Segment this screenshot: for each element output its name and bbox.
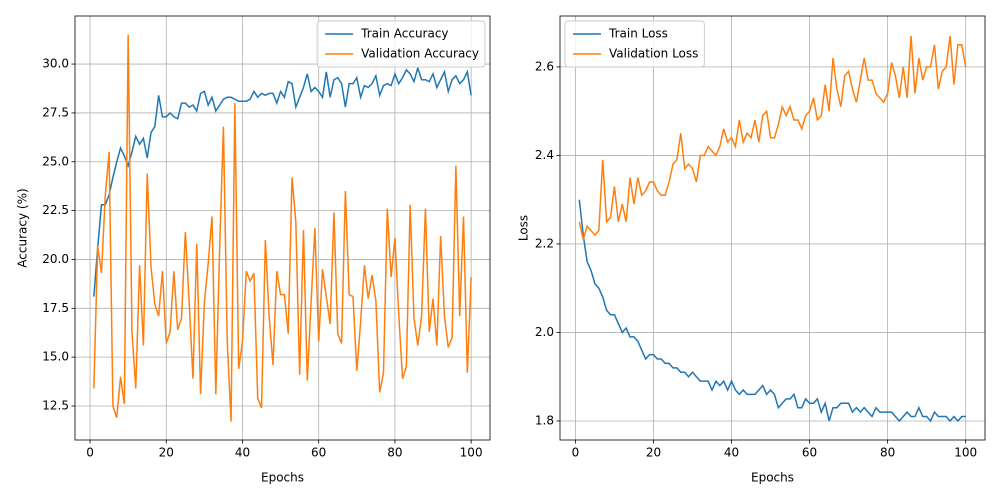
data-line bbox=[578, 199, 966, 423]
y-axis-label: Loss bbox=[517, 215, 531, 241]
legend-label: Validation Loss bbox=[609, 47, 698, 61]
legend-label: Train Loss bbox=[608, 27, 668, 41]
y-tick-label: 22.5 bbox=[42, 203, 69, 217]
x-axis-label: Epochs bbox=[751, 471, 794, 485]
legend-box bbox=[564, 20, 705, 68]
legend: Train Accuracy Validation Accuracy bbox=[316, 20, 486, 68]
y-tick-label: 15.0 bbox=[42, 350, 69, 364]
y-tick-label: 2.4 bbox=[535, 148, 554, 162]
x-tick-label: 100 bbox=[460, 446, 483, 460]
legend-box bbox=[316, 20, 486, 68]
data-line bbox=[93, 34, 472, 422]
y-tick-label: 2.0 bbox=[535, 325, 554, 339]
data-line bbox=[93, 65, 472, 297]
y-tick-label: 17.5 bbox=[42, 301, 69, 315]
x-tick-label: 20 bbox=[646, 446, 661, 460]
legend-label: Train Accuracy bbox=[360, 27, 448, 41]
y-tick-label: 20.0 bbox=[42, 252, 69, 266]
x-tick-label: 0 bbox=[86, 446, 94, 460]
y-axis-label: Accuracy (%) bbox=[16, 188, 30, 267]
y-tick-label: 1.8 bbox=[535, 413, 554, 427]
y-tick-label: 12.5 bbox=[42, 399, 69, 413]
y-tick-label: 2.2 bbox=[535, 236, 554, 250]
y-tick-label: 27.5 bbox=[42, 105, 69, 119]
data-line bbox=[578, 35, 967, 240]
x-tick-label: 60 bbox=[311, 446, 326, 460]
legend-label: Validation Accuracy bbox=[361, 47, 479, 61]
x-tick-label: 80 bbox=[880, 446, 895, 460]
x-tick-label: 80 bbox=[387, 446, 402, 460]
y-tick-label: 25.0 bbox=[42, 154, 69, 168]
x-axis-label: Epochs bbox=[261, 471, 304, 485]
x-tick-label: 20 bbox=[159, 446, 174, 460]
x-tick-label: 60 bbox=[802, 446, 817, 460]
legend: Train Loss Validation Loss bbox=[564, 20, 705, 68]
plot-area bbox=[93, 34, 472, 422]
y-tick-label: 2.6 bbox=[535, 59, 554, 73]
x-tick-label: 40 bbox=[235, 446, 250, 460]
x-tick-label: 40 bbox=[724, 446, 739, 460]
x-tick-label: 100 bbox=[954, 446, 977, 460]
y-tick-label: 30.0 bbox=[42, 57, 69, 71]
axes-frame bbox=[74, 15, 491, 441]
x-tick-label: 0 bbox=[572, 446, 580, 460]
axes-frame bbox=[559, 15, 986, 441]
plot-area bbox=[578, 35, 967, 423]
